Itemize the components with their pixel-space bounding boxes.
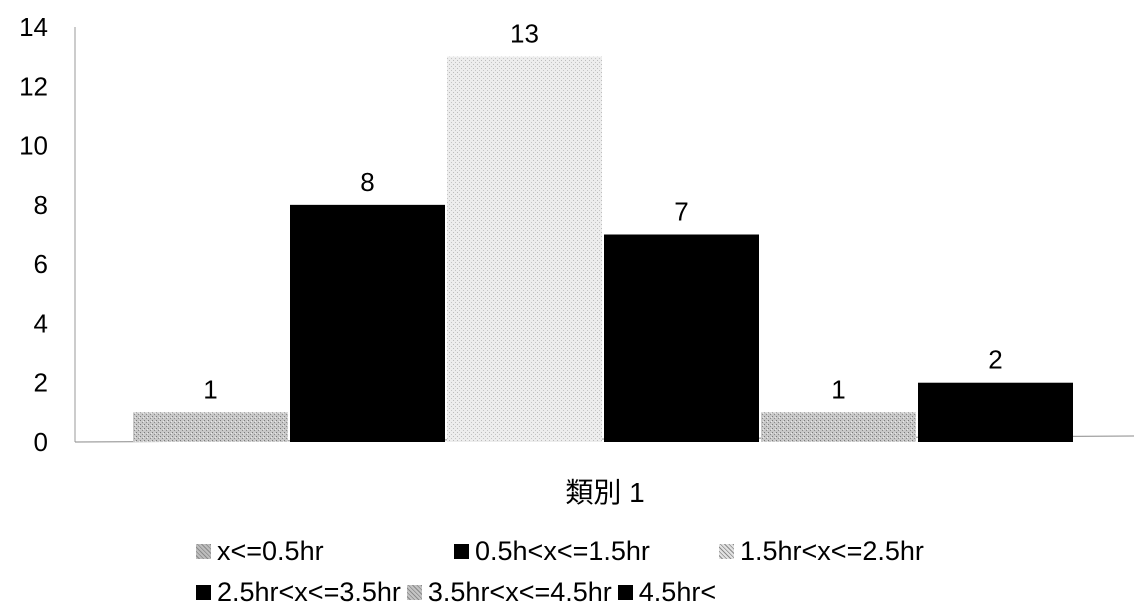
y-tick-label: 12: [19, 71, 48, 101]
legend-swatch: [406, 585, 422, 600]
legend-label: 3.5hr<x<=4.5hr: [427, 577, 612, 607]
legend-item: 1.5hr<x<=2.5hr: [719, 531, 924, 572]
legend-label: x<=0.5hr: [217, 536, 324, 566]
legend-item: x<=0.5hr: [196, 531, 454, 572]
legend-swatch: [196, 544, 211, 559]
bar: [133, 412, 288, 442]
y-tick-label: 10: [19, 131, 48, 161]
legend-label: 1.5hr<x<=2.5hr: [740, 536, 924, 566]
data-label: 7: [674, 197, 688, 227]
bar: [447, 56, 602, 443]
y-tick-label: 6: [34, 249, 48, 279]
legend-item: 2.5hr<x<=3.5hr: [196, 572, 401, 613]
y-tick-label: 0: [34, 427, 48, 457]
legend-label: 4.5hr<: [638, 577, 717, 607]
data-label: 1: [831, 374, 845, 404]
data-label: 1: [203, 374, 217, 404]
data-label: 8: [360, 167, 374, 197]
bar: [761, 412, 916, 442]
bar: [290, 204, 445, 442]
legend-item: 0.5h<x<=1.5hr: [454, 531, 719, 572]
data-label: 13: [510, 19, 539, 49]
legend-label: 2.5hr<x<=3.5hr: [217, 577, 401, 607]
legend-swatch: [454, 544, 469, 559]
bar: [604, 234, 759, 442]
legend-swatch: [196, 585, 211, 600]
legend-swatch: [719, 544, 734, 559]
legend-item: 4.5hr<: [617, 572, 717, 613]
y-tick-label: 8: [34, 190, 48, 220]
bar: [918, 382, 1073, 442]
legend-item: 3.5hr<x<=4.5hr: [406, 572, 612, 613]
data-label: 2: [988, 345, 1002, 375]
y-tick-label: 14: [19, 12, 48, 42]
y-tick-label: 4: [34, 308, 48, 338]
legend-swatch: [617, 585, 633, 600]
legend-label: 0.5h<x<=1.5hr: [475, 536, 650, 566]
x-category-label: 類別 1: [565, 477, 644, 508]
y-tick-label: 2: [34, 368, 48, 398]
legend-row-1: x<=0.5hr 0.5h<x<=1.5hr 1.5hr<x<=2.5hr: [196, 531, 1096, 572]
legend: x<=0.5hr 0.5h<x<=1.5hr 1.5hr<x<=2.5hr 2.…: [196, 531, 1096, 613]
legend-row-2: 2.5hr<x<=3.5hr 3.5hr<x<=4.5hr 4.5hr<: [196, 572, 1096, 613]
